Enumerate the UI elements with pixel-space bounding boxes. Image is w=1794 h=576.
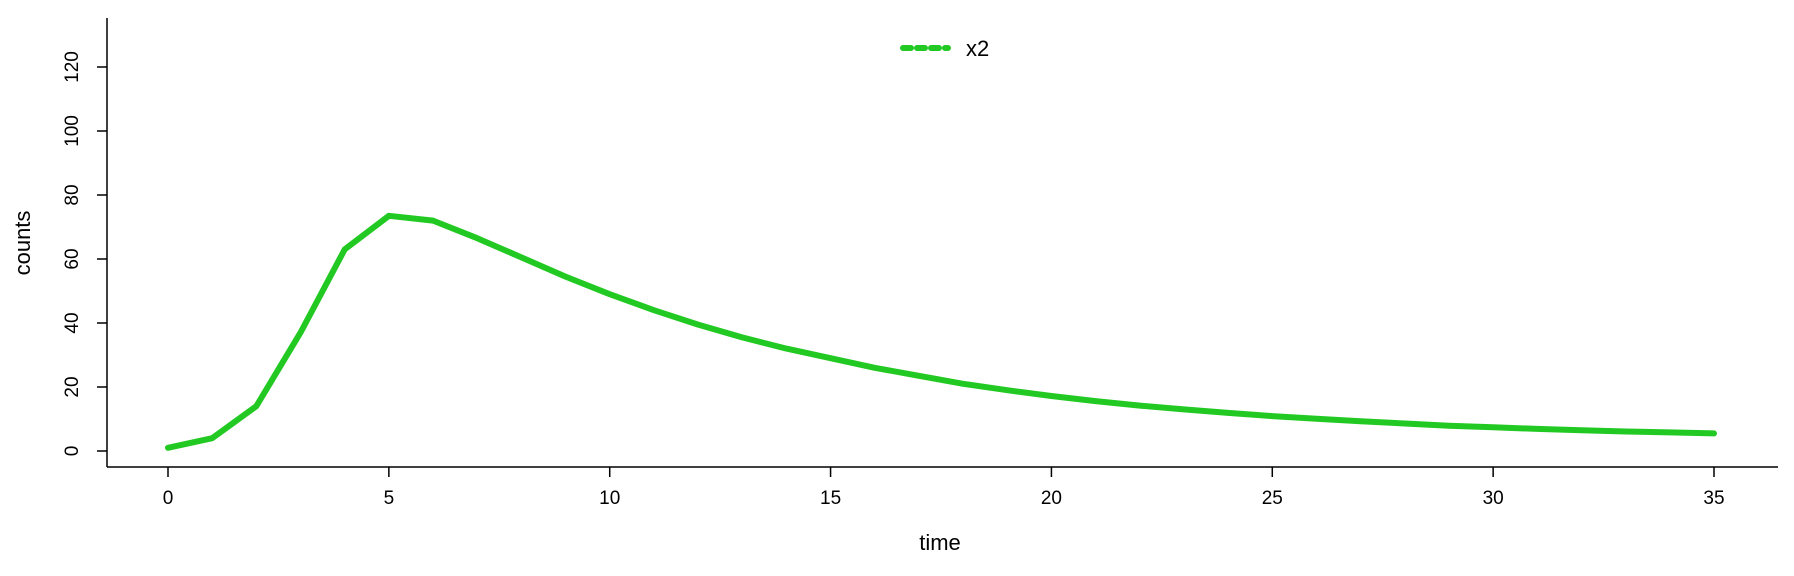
x-tick-label: 5 <box>384 488 395 509</box>
legend-label: x2 <box>966 36 989 61</box>
y-tick-label: 80 <box>62 184 83 205</box>
x-tick-label: 35 <box>1703 488 1724 509</box>
x-tick-label: 15 <box>820 488 841 509</box>
x-tick-label: 30 <box>1483 488 1504 509</box>
x-tick-label: 25 <box>1262 488 1283 509</box>
y-axis-title: counts <box>10 211 35 276</box>
x-axis-title: time <box>919 530 961 555</box>
y-tick-label: 0 <box>62 446 83 457</box>
series-line-x2 <box>165 212 1717 451</box>
axes: 0 5 10 15 20 25 30 35 0 20 40 60 80 100 120 <box>62 18 1778 509</box>
legend: x2 <box>900 36 989 61</box>
x-tick-label: 20 <box>1041 488 1062 509</box>
y-tick-label: 20 <box>62 376 83 397</box>
y-tick-label: 100 <box>62 115 83 147</box>
y-tick-label: 40 <box>62 312 83 333</box>
y-tick-label: 120 <box>62 51 83 83</box>
y-tick-label: 60 <box>62 248 83 269</box>
x-tick-label: 10 <box>599 488 620 509</box>
x-tick-label: 0 <box>163 488 174 509</box>
plot-area <box>165 212 1717 451</box>
